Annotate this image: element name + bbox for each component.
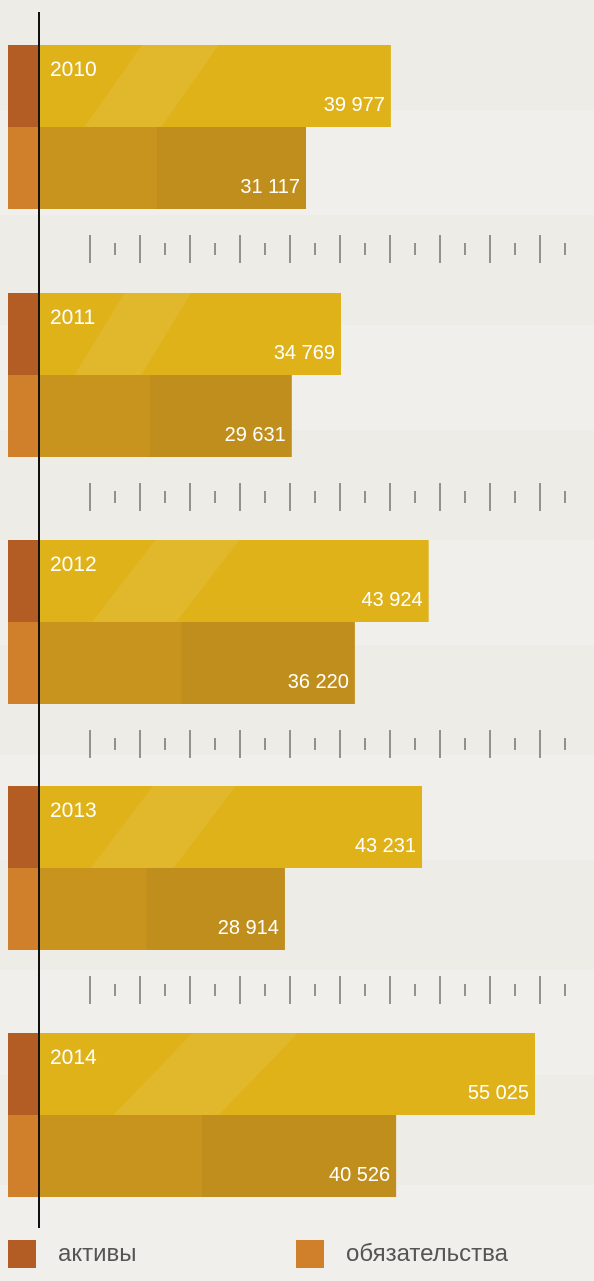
bar-liabilities-accent-2010 <box>8 127 38 209</box>
value-label-assets-2013: 43 231 <box>355 835 416 857</box>
bar-liabilities-2011 <box>8 375 292 457</box>
bar-liabilities-2013 <box>8 868 285 950</box>
category-label-2013: 2013 <box>50 799 97 822</box>
legend-label-assets: активы <box>58 1240 137 1267</box>
bar-assets-2010 <box>8 45 391 127</box>
bar-liabilities-accent-2011 <box>8 375 38 457</box>
bar-assets-2012 <box>8 540 429 622</box>
legend: активы обязательства <box>8 1240 588 1270</box>
legend-item-assets: активы <box>8 1240 137 1268</box>
category-label-2012: 2012 <box>50 553 97 576</box>
bar-assets-2014 <box>8 1033 535 1115</box>
bar-assets-accent-2013 <box>8 786 38 868</box>
bar-assets-sheen-2011 <box>74 293 192 375</box>
category-label-2010: 2010 <box>50 58 97 81</box>
bar-assets-sheen-2012 <box>92 540 240 622</box>
value-label-liabilities-2011: 29 631 <box>225 424 286 446</box>
bar-assets-accent-2012 <box>8 540 38 622</box>
bar-liabilities-shade-2010 <box>157 127 307 209</box>
category-label-2014: 2014 <box>50 1046 97 1069</box>
bar-liabilities-2012 <box>8 622 355 704</box>
legend-swatch-assets <box>8 1240 36 1268</box>
legend-label-liabilities: обязательства <box>346 1240 508 1267</box>
bar-liabilities-shade-2014 <box>202 1115 397 1197</box>
bar-liabilities-shade-2013 <box>146 868 285 950</box>
legend-item-liabilities: обязательства <box>296 1240 508 1268</box>
value-label-assets-2014: 55 025 <box>468 1082 529 1104</box>
value-label-liabilities-2010: 31 117 <box>240 176 300 198</box>
value-label-assets-2011: 34 769 <box>274 342 335 364</box>
bar-liabilities-shade-2011 <box>149 375 292 457</box>
bar-assets-accent-2010 <box>8 45 38 127</box>
bar-liabilities-2014 <box>8 1115 397 1197</box>
bar-assets-sheen-2010 <box>84 45 219 127</box>
bar-assets-2011 <box>8 293 341 375</box>
bar-assets-accent-2014 <box>8 1033 38 1115</box>
value-label-assets-2010: 39 977 <box>324 94 385 116</box>
bar-assets-sheen-2013 <box>90 786 236 868</box>
value-label-liabilities-2012: 36 220 <box>288 671 349 693</box>
bar-assets-2013 <box>8 786 423 868</box>
bar-liabilities-accent-2013 <box>8 868 38 950</box>
category-label-2011: 2011 <box>50 306 95 329</box>
value-label-liabilities-2013: 28 914 <box>218 917 279 939</box>
legend-swatch-liabilities <box>296 1240 324 1268</box>
bar-liabilities-accent-2014 <box>8 1115 38 1197</box>
bar-assets-accent-2011 <box>8 293 38 375</box>
bar-liabilities-accent-2012 <box>8 622 38 704</box>
value-label-liabilities-2014: 40 526 <box>329 1164 390 1186</box>
bar-liabilities-shade-2012 <box>181 622 355 704</box>
value-label-assets-2012: 43 924 <box>362 589 423 611</box>
bar-liabilities-2010 <box>8 127 307 209</box>
bar-assets-sheen-2014 <box>113 1033 298 1115</box>
